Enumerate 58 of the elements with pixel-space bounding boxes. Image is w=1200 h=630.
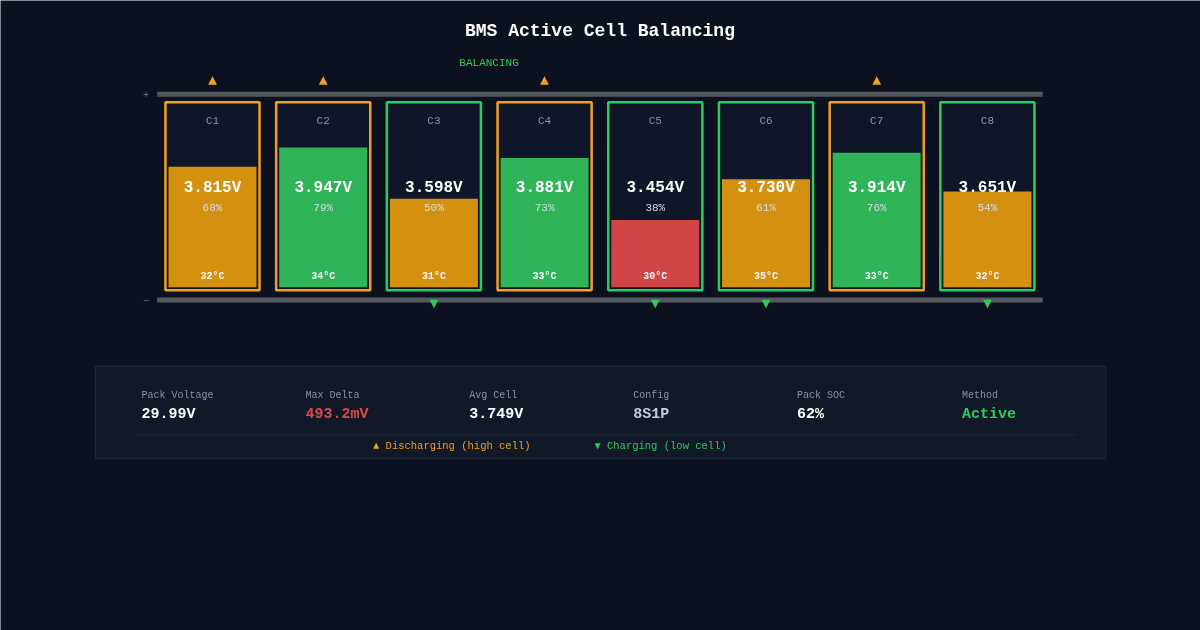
- text: ▼: [429, 296, 439, 314]
- text: ▲ Discharging (high cell): [373, 440, 531, 453]
- text: ▲: [540, 73, 550, 91]
- annotation: 31°C: [421, 271, 446, 283]
- text: ▲: [872, 73, 882, 91]
- text: 8S1P: [633, 406, 670, 424]
- text: ▲: [207, 73, 218, 91]
- text: Pack Voltage: [141, 389, 214, 401]
- data-label: 79%: [313, 201, 334, 214]
- annotation: 3.454V: [626, 179, 685, 198]
- data-label: 61%: [756, 201, 777, 214]
- annotation: 3.730V: [737, 179, 796, 198]
- text: Active: [961, 406, 1016, 424]
- annotation: 34°C: [311, 271, 336, 283]
- annotation: 3.881V: [515, 179, 574, 198]
- text: 493.2mV: [305, 406, 369, 424]
- x-tick-label: C1: [205, 114, 220, 127]
- data-label: 50%: [423, 201, 445, 214]
- data-label: 68%: [202, 201, 223, 214]
- text: 29.99V: [141, 406, 196, 424]
- annotation: 3.598V: [405, 179, 464, 198]
- annotation: 3.914V: [847, 179, 906, 198]
- x-tick-label: C6: [759, 114, 773, 127]
- x-tick-label: C3: [427, 114, 441, 127]
- text: 3.749V: [469, 406, 524, 424]
- text: Config: [633, 389, 670, 401]
- data-label: 73%: [534, 201, 555, 214]
- text: −: [143, 295, 150, 307]
- x-tick-label: C7: [870, 114, 884, 127]
- annotation: 32°C: [200, 271, 225, 283]
- x-tick-label: C2: [316, 114, 330, 127]
- annotation: 3.947V: [294, 179, 353, 198]
- text: Max Delta: [305, 389, 360, 401]
- annotation: 33°C: [532, 271, 557, 283]
- text: ▼ Charging (low cell): [594, 440, 727, 453]
- x-tick-label: C8: [980, 114, 994, 127]
- text: ▲: [318, 73, 328, 91]
- text: ▼: [650, 296, 660, 314]
- text: Pack SOC: [796, 389, 846, 401]
- text: Method: [961, 389, 998, 401]
- data-label: 38%: [645, 201, 666, 214]
- text: ▼: [761, 296, 771, 314]
- text: 62%: [796, 406, 825, 424]
- x-tick-label: C4: [537, 114, 552, 127]
- annotation: 32°C: [975, 271, 1000, 283]
- x-tick-label: C5: [648, 114, 662, 127]
- annotation: 33°C: [864, 271, 889, 283]
- text: BALANCING: [459, 57, 519, 70]
- data-label: 76%: [866, 201, 887, 214]
- chart-title: BMS Active Cell Balancing: [464, 21, 735, 42]
- text: Avg Cell: [469, 389, 518, 401]
- annotation: 30°C: [643, 271, 668, 283]
- annotation: 3.815V: [183, 179, 242, 198]
- annotation: 3.651V: [958, 179, 1017, 198]
- text: ▼: [982, 296, 992, 314]
- data-label: 54%: [977, 201, 998, 214]
- text: +: [143, 89, 150, 101]
- annotation: 35°C: [754, 271, 779, 283]
